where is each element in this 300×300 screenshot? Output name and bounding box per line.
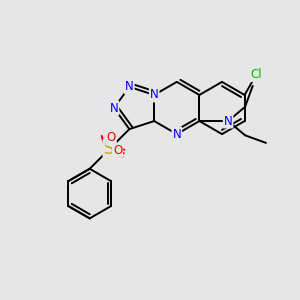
Text: Cl: Cl [250,68,262,81]
Text: N: N [110,101,118,115]
Text: N: N [172,128,181,141]
Text: S: S [104,140,114,158]
Text: N: N [150,88,159,101]
Text: O: O [106,131,116,144]
Text: O: O [113,144,122,157]
Text: N: N [125,80,134,93]
Text: N: N [224,115,233,128]
